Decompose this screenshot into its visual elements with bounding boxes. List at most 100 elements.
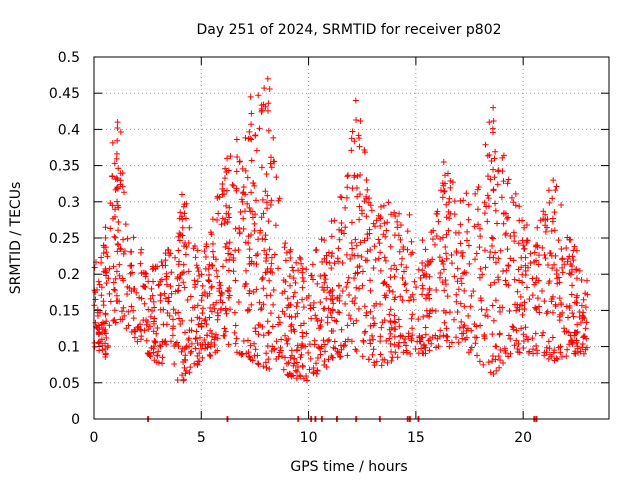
data-point <box>207 327 214 334</box>
data-point <box>263 350 270 357</box>
data-point <box>300 278 307 285</box>
data-point <box>194 264 201 271</box>
data-point <box>500 220 507 227</box>
data-point <box>150 265 157 272</box>
data-point <box>500 360 507 367</box>
data-point <box>267 310 274 317</box>
data-point <box>299 329 306 336</box>
data-point <box>195 358 202 365</box>
data-point <box>260 363 267 370</box>
data-point <box>110 286 117 293</box>
data-point <box>179 270 186 277</box>
data-point <box>556 295 563 302</box>
data-point <box>516 277 523 284</box>
data-point <box>265 127 272 134</box>
data-point <box>102 350 109 357</box>
data-point <box>335 245 342 252</box>
data-point <box>100 250 107 257</box>
data-point <box>331 317 338 324</box>
data-point <box>268 164 275 171</box>
y-tick-label: 0.35 <box>49 159 80 175</box>
data-point <box>370 220 377 227</box>
data-point <box>127 270 134 277</box>
data-point <box>377 249 384 256</box>
data-point <box>498 194 505 201</box>
data-point <box>235 298 242 305</box>
data-point <box>170 323 177 330</box>
data-point <box>106 322 113 329</box>
data-point <box>293 259 300 266</box>
data-point <box>457 240 464 247</box>
data-point <box>149 292 156 299</box>
data-point <box>284 371 291 378</box>
data-point <box>408 238 415 245</box>
data-point <box>117 128 124 135</box>
data-point <box>160 321 167 328</box>
data-point <box>369 332 376 339</box>
data-point <box>346 291 353 298</box>
data-point <box>102 234 109 241</box>
data-point <box>111 213 118 220</box>
data-point <box>203 321 210 328</box>
data-point <box>209 240 216 247</box>
data-point <box>379 319 386 326</box>
data-point <box>573 299 580 306</box>
data-point <box>191 284 198 291</box>
data-point <box>540 329 547 336</box>
y-tick-label: 0.45 <box>49 86 80 102</box>
data-point <box>328 233 335 240</box>
data-point <box>155 348 162 355</box>
data-point <box>477 322 484 329</box>
data-point <box>248 231 255 238</box>
data-point <box>465 312 472 319</box>
data-point <box>220 263 227 270</box>
data-point <box>219 191 226 198</box>
data-point <box>205 277 212 284</box>
data-point <box>512 190 519 197</box>
data-point <box>377 267 384 274</box>
data-point <box>263 171 270 178</box>
data-point <box>175 287 182 294</box>
data-point <box>575 349 582 356</box>
data-point <box>164 310 171 317</box>
data-point <box>467 303 474 310</box>
data-point <box>232 340 239 347</box>
data-point <box>514 345 521 352</box>
data-point <box>159 354 166 361</box>
data-point <box>366 226 373 233</box>
data-point <box>504 180 511 187</box>
data-point <box>307 355 314 362</box>
data-point <box>345 172 352 179</box>
data-point <box>288 347 295 354</box>
data-point <box>96 330 103 337</box>
data-point <box>457 221 464 228</box>
data-point <box>394 218 401 225</box>
y-tick-label: 0.1 <box>58 340 80 356</box>
data-point <box>100 242 107 249</box>
data-point <box>293 359 300 366</box>
data-point <box>294 310 301 317</box>
data-point <box>414 338 421 345</box>
data-point <box>580 350 587 357</box>
data-point <box>559 255 566 262</box>
data-point <box>259 196 266 203</box>
data-point <box>241 208 248 215</box>
data-point <box>314 355 321 362</box>
data-point <box>349 251 356 258</box>
data-point <box>106 265 113 272</box>
data-point <box>557 311 564 318</box>
data-point <box>138 327 145 334</box>
data-point <box>348 239 355 246</box>
data-point <box>199 282 206 289</box>
data-point <box>120 250 127 257</box>
data-point <box>533 347 540 354</box>
data-point <box>554 275 561 282</box>
data-point <box>162 262 169 269</box>
data-point <box>248 110 255 117</box>
data-point <box>404 228 411 235</box>
data-point <box>532 279 539 286</box>
data-point <box>307 302 314 309</box>
data-point <box>397 222 404 229</box>
data-point <box>113 150 120 157</box>
data-point <box>266 246 273 253</box>
